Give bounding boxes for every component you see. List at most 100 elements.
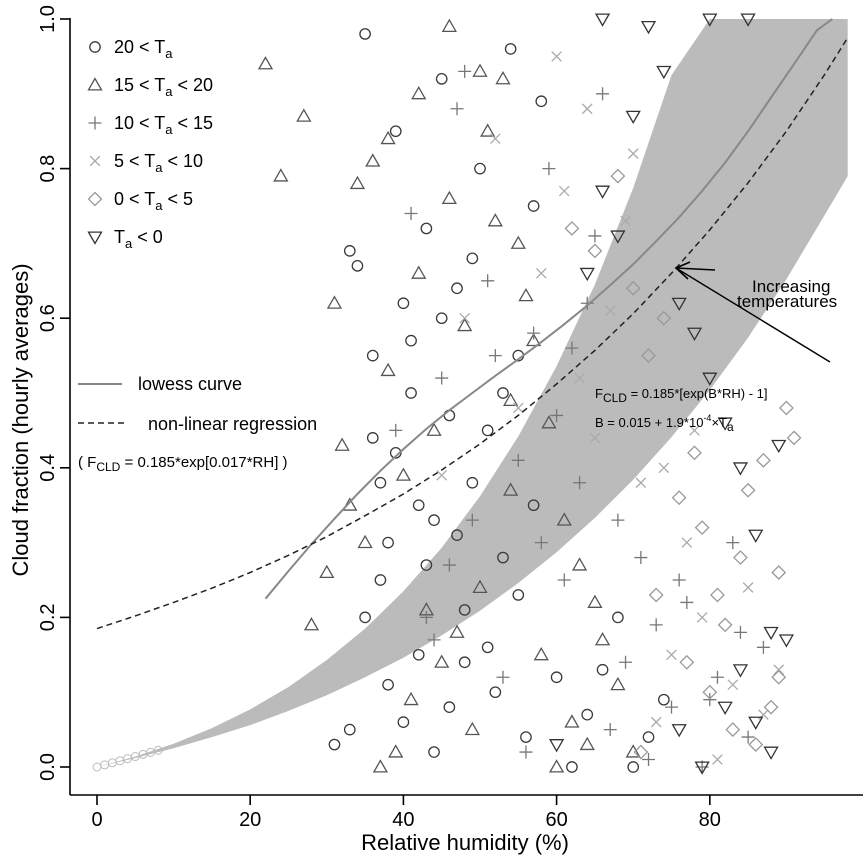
scatter-point	[548, 739, 565, 753]
scatter-point	[625, 744, 641, 758]
scatter-point	[511, 453, 525, 467]
scatter-point	[610, 676, 626, 691]
scatter-point	[610, 230, 626, 244]
scatter-point	[497, 387, 509, 399]
scatter-point	[319, 564, 335, 579]
scatter-point	[542, 162, 556, 176]
scatter-point	[742, 582, 754, 593]
scatter-point	[257, 56, 274, 70]
scatter-point	[581, 708, 594, 721]
scatter-point	[558, 185, 570, 197]
scatter-point	[472, 63, 488, 77]
scatter-point	[703, 693, 717, 707]
scatter-point	[642, 731, 655, 743]
scatter-point	[550, 408, 564, 422]
scatter-point	[459, 312, 471, 324]
scatter-point	[680, 595, 694, 609]
b-equation: B = 0.015 + 1.9*10-4×Ta	[595, 413, 734, 434]
scatter-point	[412, 499, 425, 512]
legend-marker	[89, 155, 101, 167]
scatter-point	[686, 327, 703, 341]
y-tick-label: 1.0	[37, 5, 59, 33]
regression-line	[96, 37, 849, 630]
scatter-point	[420, 222, 433, 235]
temperature-annotation: Increasing temperatures FCLD = 0.185*[ex…	[595, 261, 837, 434]
scatter-point	[587, 243, 603, 259]
scatter-point	[359, 28, 371, 40]
scatter-point	[658, 462, 670, 474]
scatter-point	[627, 761, 640, 773]
scatter-point	[596, 87, 610, 101]
scatter-point	[512, 589, 525, 601]
scatter-point	[594, 13, 611, 27]
scatter-point	[441, 190, 457, 205]
scatter-point	[435, 72, 448, 85]
scatter-point	[451, 282, 463, 295]
scatter-point	[366, 349, 379, 362]
scatter-point	[326, 295, 343, 309]
scatter-point	[625, 280, 641, 296]
scatter-point	[512, 402, 524, 414]
x-tick-label: 0	[91, 809, 102, 831]
scatter-point	[641, 348, 656, 364]
scatter-points	[257, 13, 802, 775]
scatter-point	[534, 536, 548, 550]
scatter-point	[436, 469, 448, 481]
scatter-point	[712, 754, 723, 765]
scatter-point	[579, 267, 595, 282]
scatter-point	[458, 656, 471, 669]
scatter-point	[527, 326, 541, 340]
scatter-point	[687, 445, 702, 461]
band-trail-point	[153, 745, 163, 755]
y-axis-title: Cloud fraction (hourly averages)	[8, 263, 33, 576]
scatter-point	[449, 624, 465, 638]
scatter-point	[771, 565, 787, 580]
scatter-point	[648, 587, 664, 603]
scatter-point	[579, 736, 595, 751]
scatter-point	[443, 409, 456, 422]
scatter-point	[450, 102, 464, 116]
scatter-point	[665, 700, 678, 714]
scatter-point	[564, 714, 580, 728]
scatter-point	[389, 446, 402, 459]
scatter-point	[656, 65, 672, 80]
scatter-point	[551, 51, 562, 62]
scatter-point	[497, 551, 509, 564]
scatter-point	[343, 245, 356, 257]
scatter-point	[481, 424, 494, 437]
scatter-point	[557, 573, 571, 587]
scatter-point	[428, 514, 440, 527]
scatter-point	[503, 392, 519, 407]
scatter-point	[702, 13, 718, 27]
temperature-band	[92, 19, 848, 772]
legend-marker	[89, 41, 101, 53]
y-tick-label: 0.0	[37, 753, 59, 781]
scatter-point	[726, 536, 740, 550]
scatter-point	[435, 371, 449, 385]
scatter-point	[343, 723, 356, 736]
scatter-point	[503, 482, 519, 496]
scatter-point	[710, 670, 724, 684]
y-tick-label: 0.8	[37, 155, 59, 183]
scatter-point	[640, 20, 657, 35]
scatter-point	[495, 71, 511, 85]
scatter-point	[458, 604, 471, 616]
scatter-point	[587, 594, 603, 608]
lowess-line	[264, 18, 833, 600]
scatter-point	[388, 744, 404, 758]
scatter-point	[702, 684, 718, 700]
scatter-point	[633, 744, 649, 760]
scatter-point	[357, 534, 373, 549]
scatter-point	[510, 235, 526, 249]
scatter-point	[694, 761, 710, 775]
scatter-point	[763, 626, 779, 641]
scatter-point	[620, 215, 631, 227]
scatter-point	[504, 43, 517, 55]
scatter-point	[273, 168, 289, 182]
scatter-point	[397, 297, 410, 310]
scatter-point	[533, 646, 549, 661]
scatter-point	[395, 467, 412, 481]
scatter-point	[635, 477, 647, 489]
scatter-point	[771, 439, 787, 454]
scatter-point	[541, 415, 557, 429]
